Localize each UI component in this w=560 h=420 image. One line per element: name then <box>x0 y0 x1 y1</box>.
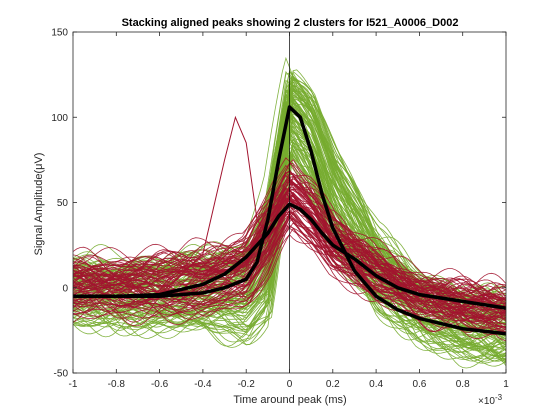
y-axis-label: Signal Amplitude(μV) <box>33 153 45 256</box>
x-exponent-power: -3 <box>495 393 503 402</box>
y-tick-label: 0 <box>62 283 68 294</box>
y-tick-label: 50 <box>57 198 69 209</box>
x-tick-label: -0.2 <box>238 379 256 390</box>
x-tick-label: 0.4 <box>369 379 383 390</box>
x-tick-label: -0.6 <box>151 379 169 390</box>
x-exponent-base: ×10 <box>478 396 495 407</box>
x-tick-label: 0.2 <box>326 379 340 390</box>
cluster-1-mean-line <box>73 105 506 336</box>
x-axis-exponent: ×10-3 <box>478 393 503 407</box>
x-tick-label: 1 <box>503 379 509 390</box>
x-tick-label: 0.8 <box>456 379 470 390</box>
cluster-2-outlier-trace <box>73 115 506 309</box>
x-tick-label: -0.8 <box>108 379 126 390</box>
x-tick-label: 0 <box>287 379 293 390</box>
axes-layer: -1 -0.8 -0.6 -0.4 -0.2 0 0.2 0.4 0.6 0.8 1 -50 0 50 10… <box>51 28 509 391</box>
x-tick-label: -0.4 <box>194 379 212 390</box>
x-tick-label: 0.6 <box>412 379 426 390</box>
y-tick-label: 150 <box>51 28 68 39</box>
y-tick-label: -50 <box>54 369 69 380</box>
chart-title: Stacking aligned peaks showing 2 cluster… <box>122 17 459 29</box>
x-axis-label: Time around peak (ms) <box>233 394 346 406</box>
y-tick-label: 100 <box>51 113 68 124</box>
x-tick-label: -1 <box>69 379 78 390</box>
cluster-2-mean-line <box>73 202 506 310</box>
